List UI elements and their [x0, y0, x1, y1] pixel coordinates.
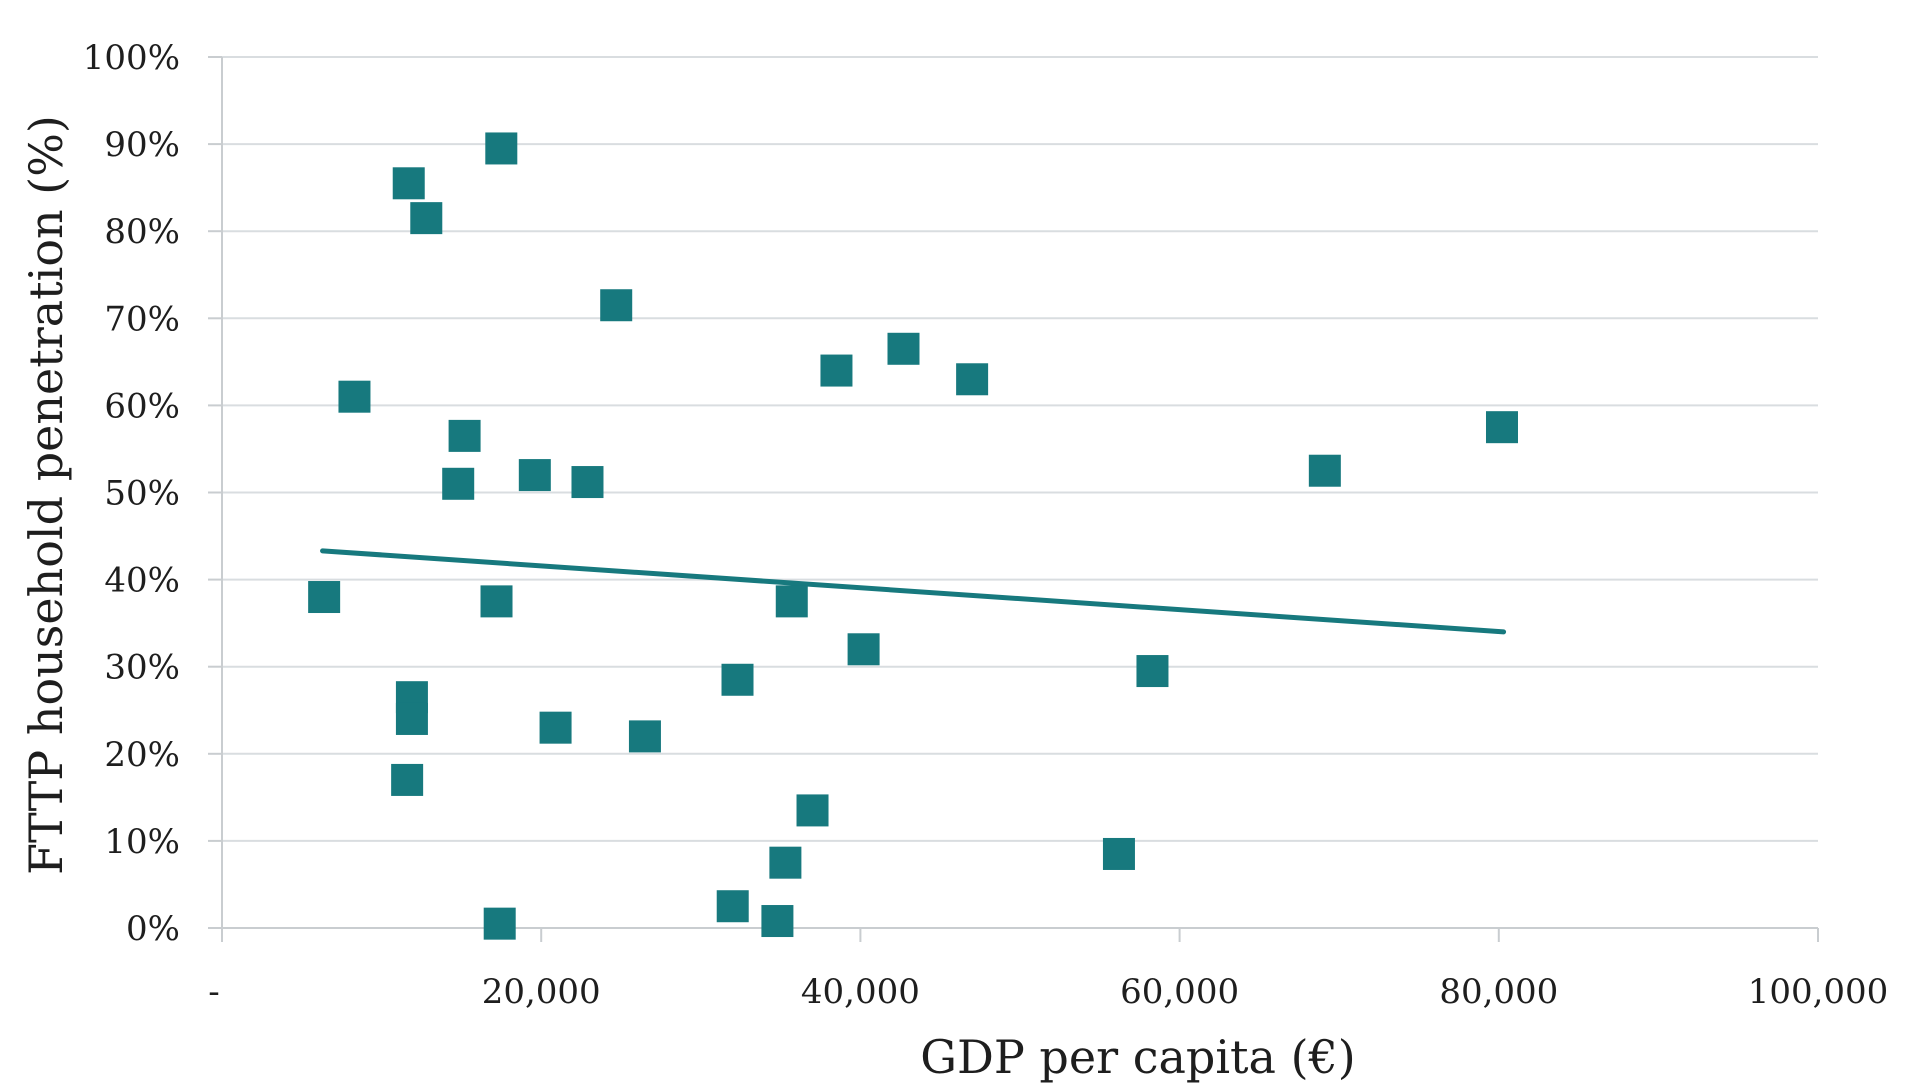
data-point [539, 711, 572, 744]
data-point [628, 720, 661, 753]
x-tick-label: 20,000 [482, 972, 601, 1012]
x-axis-title: GDP per capita (€) [920, 1030, 1356, 1084]
x-tick-label: 100,000 [1748, 972, 1889, 1012]
data-point [775, 585, 808, 618]
data-point [392, 167, 425, 200]
y-tick-label: 20% [104, 735, 180, 775]
y-tick-label: 50% [104, 474, 180, 514]
data-point [483, 907, 516, 940]
x-tick-label: - [208, 972, 220, 1012]
axes [208, 56, 1819, 942]
y-tick-label: 90% [104, 125, 180, 165]
data-point [716, 890, 749, 923]
data-point [480, 585, 513, 618]
data-point [600, 289, 633, 322]
y-axis-title: FTTP household penetration (%) [19, 115, 73, 875]
y-tick-label: 30% [104, 648, 180, 688]
y-tick-label: 100% [83, 38, 180, 78]
data-point [847, 633, 880, 666]
data-point [448, 419, 481, 452]
y-tick-label: 80% [104, 212, 180, 252]
data-point [338, 380, 371, 413]
data-point [410, 202, 443, 235]
data-point [721, 663, 754, 696]
data-point [442, 467, 475, 500]
data-point [796, 794, 829, 827]
data-point [761, 905, 794, 938]
x-tick-label: 60,000 [1120, 972, 1239, 1012]
data-point [956, 363, 989, 396]
data-points [308, 132, 1518, 940]
data-point [518, 459, 551, 492]
tick-labels: 0% 10% 20% 30% 40% 50% 60% 70% 80% 90% 100% - 20,000… [83, 38, 1889, 1012]
data-point [887, 332, 920, 365]
data-point [1485, 411, 1518, 444]
y-tick-label: 0% [126, 909, 180, 949]
x-tick-label: 80,000 [1439, 972, 1558, 1012]
trendline-layer [320, 548, 1507, 635]
data-point [769, 846, 802, 879]
data-point [820, 354, 853, 387]
data-point [308, 581, 341, 614]
y-tick-label: 10% [104, 822, 180, 862]
x-tick-label: 40,000 [801, 972, 920, 1012]
y-tick-label: 40% [104, 561, 180, 601]
gridlines [222, 56, 1818, 842]
data-point [571, 466, 604, 499]
y-tick-label: 70% [104, 299, 180, 339]
data-point [1102, 837, 1135, 870]
data-point [485, 132, 518, 165]
y-tick-label: 60% [104, 386, 180, 426]
data-point [1136, 655, 1169, 688]
data-point [391, 763, 424, 796]
trendline [320, 548, 1507, 635]
data-point [395, 702, 428, 735]
data-point [1308, 454, 1341, 487]
